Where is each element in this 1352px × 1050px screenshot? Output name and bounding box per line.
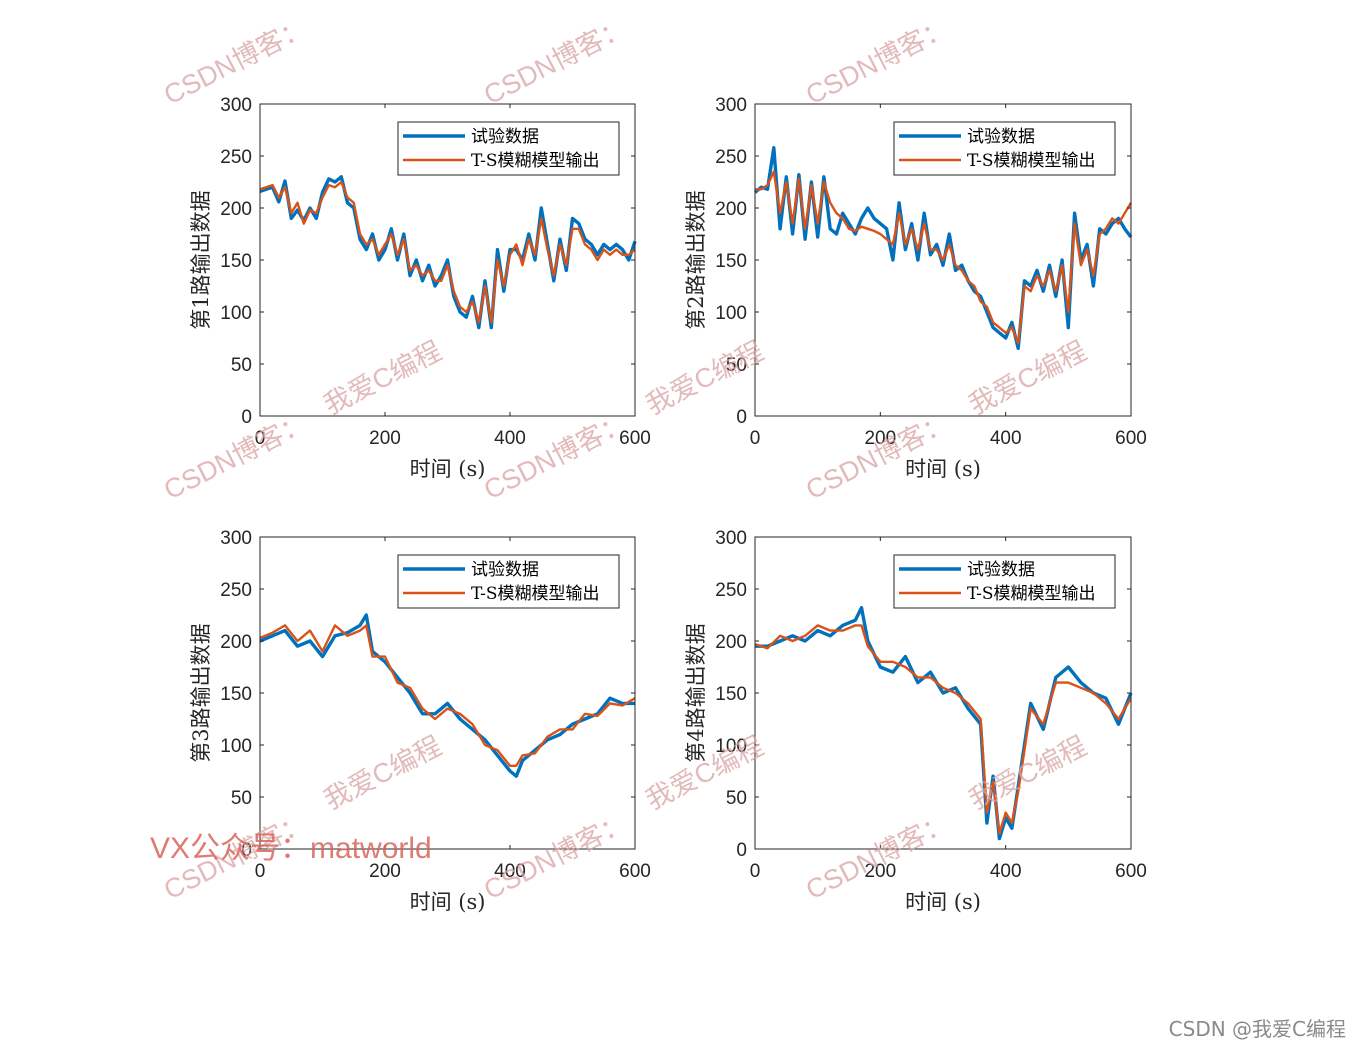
- legend-entry: T-S模糊模型输出: [471, 151, 600, 171]
- y-tick-label: 50: [231, 788, 252, 809]
- y-tick-label: 150: [220, 251, 252, 272]
- y-tick-label: 100: [220, 736, 252, 757]
- watermark-vx: VX公众号：matworld: [150, 832, 432, 865]
- legend: 试验数据 T-S模糊模型输出: [893, 121, 1116, 176]
- x-tick-label: 0: [750, 428, 761, 449]
- legend: 试验数据 T-S模糊模型输出: [397, 121, 620, 176]
- y-axis-label: 第3路输出数据: [189, 623, 213, 762]
- legend-box: [893, 554, 1116, 609]
- y-tick-label: 250: [715, 147, 747, 168]
- legend: 试验数据 T-S模糊模型输出: [397, 554, 620, 609]
- x-tick-label: 400: [990, 861, 1022, 882]
- y-tick-label: 250: [715, 580, 747, 601]
- subplot-4: 0 200 400 600 0 50 100 150 200 250 300 时间 (s) 第4路输出数…: [684, 528, 1147, 914]
- y-axis-label: 第1路输出数据: [189, 190, 213, 329]
- y-tick-label: 0: [241, 407, 252, 428]
- legend-box: [397, 121, 620, 176]
- y-tick-label: 250: [220, 147, 252, 168]
- x-tick-label: 400: [494, 861, 526, 882]
- series-line-experimental: [753, 145, 1133, 351]
- subplot-1: 0 200 400 600 0 50 100 150 200 250 300 时间 (s) 第1路输出数…: [189, 95, 651, 481]
- legend-entry: 试验数据: [967, 127, 1035, 147]
- y-tick-label: 300: [220, 95, 252, 116]
- x-tick-label: 0: [750, 861, 761, 882]
- y-tick-label: 300: [715, 528, 747, 549]
- legend-entry: 试验数据: [471, 127, 539, 147]
- x-tick-label: 600: [1115, 861, 1147, 882]
- y-tick-label: 200: [715, 199, 747, 220]
- x-tick-label: 200: [369, 428, 401, 449]
- series-line-ts-fuzzy: [754, 624, 1133, 835]
- x-tick-label: 0: [255, 861, 266, 882]
- x-tick-label: 200: [369, 861, 401, 882]
- y-tick-label: 0: [241, 840, 252, 861]
- series-line-ts-fuzzy: [755, 170, 1133, 345]
- x-tick-label: 200: [864, 861, 896, 882]
- x-axis-label: 时间 (s): [410, 457, 486, 481]
- footer-credit: CSDN @我爱C编程: [1168, 1017, 1346, 1041]
- series-line-experimental: [259, 613, 635, 778]
- y-tick-label: 100: [715, 303, 747, 324]
- legend-entry: 试验数据: [967, 560, 1035, 580]
- y-tick-label: 0: [736, 840, 747, 861]
- y-axis-label: 第4路输出数据: [684, 623, 708, 762]
- x-tick-label: 600: [1115, 428, 1147, 449]
- x-axis-label: 时间 (s): [905, 890, 981, 914]
- y-tick-label: 100: [220, 303, 252, 324]
- x-tick-label: 400: [990, 428, 1022, 449]
- subplot-3: 0 200 400 600 0 50 100 150 200 250 300 时间 (s) 第3路输出数…: [189, 528, 651, 914]
- y-tick-label: 200: [220, 199, 252, 220]
- x-tick-label: 400: [494, 428, 526, 449]
- legend-entry: T-S模糊模型输出: [471, 584, 600, 604]
- x-axis-label: 时间 (s): [905, 457, 981, 481]
- legend-entry: T-S模糊模型输出: [967, 151, 1096, 171]
- y-tick-label: 100: [715, 736, 747, 757]
- y-tick-label: 50: [726, 355, 747, 376]
- x-tick-label: 0: [255, 428, 266, 449]
- y-tick-label: 250: [220, 580, 252, 601]
- y-tick-label: 300: [715, 95, 747, 116]
- y-tick-label: 200: [220, 632, 252, 653]
- y-tick-label: 0: [736, 407, 747, 428]
- legend: 试验数据 T-S模糊模型输出: [893, 554, 1116, 609]
- x-tick-label: 200: [864, 428, 896, 449]
- x-axis-label: 时间 (s): [410, 890, 486, 914]
- series-line-ts-fuzzy: [259, 624, 636, 767]
- subplot-2: 0 200 400 600 0 50 100 150 200 250 300 时间 (s) 第2路输出数…: [684, 95, 1147, 481]
- y-tick-label: 150: [715, 684, 747, 705]
- series-line-ts-fuzzy: [259, 180, 636, 324]
- x-tick-label: 600: [619, 428, 651, 449]
- legend-box: [397, 554, 620, 609]
- y-axis-label: 第2路输出数据: [684, 190, 708, 329]
- y-tick-label: 150: [220, 684, 252, 705]
- legend-entry: T-S模糊模型输出: [967, 584, 1096, 604]
- y-tick-label: 200: [715, 632, 747, 653]
- legend-box: [893, 121, 1116, 176]
- y-tick-label: 150: [715, 251, 747, 272]
- x-tick-label: 600: [619, 861, 651, 882]
- y-tick-label: 50: [726, 788, 747, 809]
- y-tick-label: 300: [220, 528, 252, 549]
- legend-entry: 试验数据: [471, 560, 539, 580]
- y-tick-label: 50: [231, 355, 252, 376]
- series-line-experimental: [755, 606, 1133, 841]
